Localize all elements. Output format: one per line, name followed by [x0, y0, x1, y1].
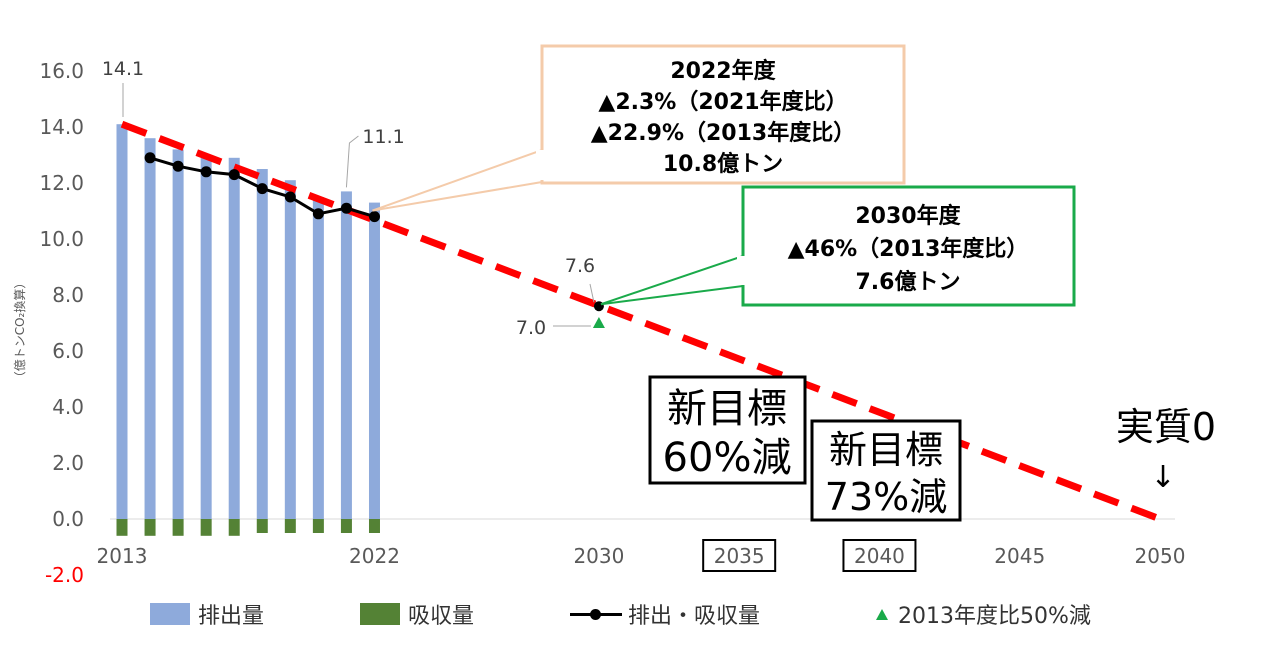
callout-2030-join [737, 256, 745, 285]
emissions-bar [340, 191, 352, 519]
emissions-bar [256, 169, 268, 519]
new-target-73-box [810, 419, 962, 522]
callout-2030-line: 7.6億トン [856, 269, 961, 295]
emissions-bar [284, 180, 296, 519]
legend-label-net: 排出・吸収量 [628, 604, 761, 629]
net-emissions-point [340, 202, 352, 214]
half-reduction-marker [592, 317, 605, 328]
emissions-bar [312, 197, 324, 519]
absorption-bar [256, 519, 268, 533]
absorption-bar [368, 519, 380, 533]
data-label-2013: 14.1 [102, 58, 144, 80]
x-tick-label: 2045 [994, 544, 1045, 568]
x-tick-box [842, 539, 917, 572]
callout-2030-box [741, 185, 1076, 307]
new-target-60-text: 新目標 [667, 386, 787, 432]
callout-2022-line: ▲22.9%（2013年度比） [591, 120, 855, 146]
emissions-bar [116, 124, 128, 519]
net-emissions-point [312, 208, 324, 220]
x-tick-box [702, 539, 777, 572]
y-tick-label: 6.0 [52, 339, 84, 363]
emissions-bar [172, 149, 184, 519]
leader-line [589, 283, 595, 303]
y-tick-label: 16.0 [39, 59, 84, 83]
legend-label-50pct: 2013年度比50%減 [898, 604, 1091, 629]
legend-label-absorption: 吸収量 [408, 604, 475, 629]
absorption-bar [340, 519, 352, 533]
absorption-bar [172, 519, 184, 536]
y-tick-label: 14.0 [39, 115, 84, 139]
y-tick-label: 12.0 [39, 171, 84, 195]
legend-swatch-emissions [150, 603, 190, 625]
callout-2030-pointer [600, 254, 744, 306]
callout-2022-line: 10.8億トン [663, 151, 783, 177]
net-emissions-point [256, 183, 268, 195]
data-label-2030-target: 7.6 [565, 255, 595, 277]
legend-swatch-50pct [876, 608, 888, 620]
y-tick-label: 2.0 [52, 451, 84, 475]
x-tick-label: 2030 [573, 544, 624, 568]
data-label-2021: 11.1 [362, 126, 404, 148]
legend: 排出量 吸収量 排出・吸収量 2013年度比50%減 [150, 598, 1150, 638]
new-target-73-text: 新目標 [829, 428, 943, 472]
callout-2022-box [540, 44, 906, 185]
net-emissions-point [228, 169, 240, 181]
target-path-line [120, 120, 1162, 523]
absorption-bar [228, 519, 240, 536]
emissions-bar [200, 157, 212, 520]
emissions-bar [228, 157, 240, 520]
y-axis-title: （億トンCO₂換算） [12, 277, 27, 384]
x-tick-label: 2050 [1135, 544, 1186, 568]
x-tick-label: 2022 [349, 544, 400, 568]
callout-2022-line: 2022年度 [670, 58, 776, 84]
legend-item-net: 排出・吸収量 [570, 598, 760, 630]
y-tick-label: 0.0 [52, 507, 84, 531]
emissions-bar [144, 138, 156, 519]
legend-item-absorption: 吸収量 [360, 598, 474, 630]
callout-2030-line: ▲46%（2013年度比） [788, 236, 1029, 262]
y-tick-label: 8.0 [52, 283, 84, 307]
x-tick-label: 2035 [714, 544, 765, 568]
new-target-73-text: 73%減 [825, 475, 947, 519]
leader-line [345, 135, 359, 188]
net-zero-label: 実質0 [1116, 405, 1216, 449]
net-emissions-point [284, 191, 296, 203]
new-target-60-text: 60%減 [663, 435, 792, 481]
x-tick-label: 2013 [97, 544, 148, 568]
absorption-bar [116, 519, 128, 536]
new-target-60-box [648, 375, 807, 485]
callout-2030-line: 2030年度 [855, 203, 961, 229]
absorption-bar [144, 519, 156, 536]
net-emissions-point [200, 166, 212, 178]
callout-2022-pointer [372, 148, 543, 212]
x-tick-label: 2040 [854, 544, 905, 568]
callout-2022-join [536, 150, 544, 180]
legend-item-50pct: 2013年度比50%減 [876, 598, 1091, 630]
emissions-bar [368, 202, 380, 519]
legend-item-emissions: 排出量 [150, 598, 264, 630]
chart: 16.0 14.0 12.0 10.0 8.0 6.0 4.0 2.0 0.0 -2.0 （億トンC… [12, 44, 1216, 587]
absorption-bar [312, 519, 324, 533]
legend-swatch-net [570, 603, 622, 625]
net-emissions-point [172, 160, 184, 172]
absorption-bar [284, 519, 296, 533]
net-emissions-point [368, 211, 380, 223]
y-tick-label: 4.0 [52, 395, 84, 419]
callout-2022-line: ▲2.3%（2021年度比） [598, 89, 847, 115]
net-emissions-point [144, 152, 156, 164]
y-tick-label: -2.0 [45, 563, 84, 587]
data-label-50pct: 7.0 [516, 317, 546, 339]
absorption-bar [200, 519, 212, 536]
y-tick-label: 10.0 [39, 227, 84, 251]
legend-label-emissions: 排出量 [198, 604, 265, 629]
net-zero-arrow: ↓ [1150, 460, 1175, 495]
legend-swatch-absorption [360, 603, 400, 625]
